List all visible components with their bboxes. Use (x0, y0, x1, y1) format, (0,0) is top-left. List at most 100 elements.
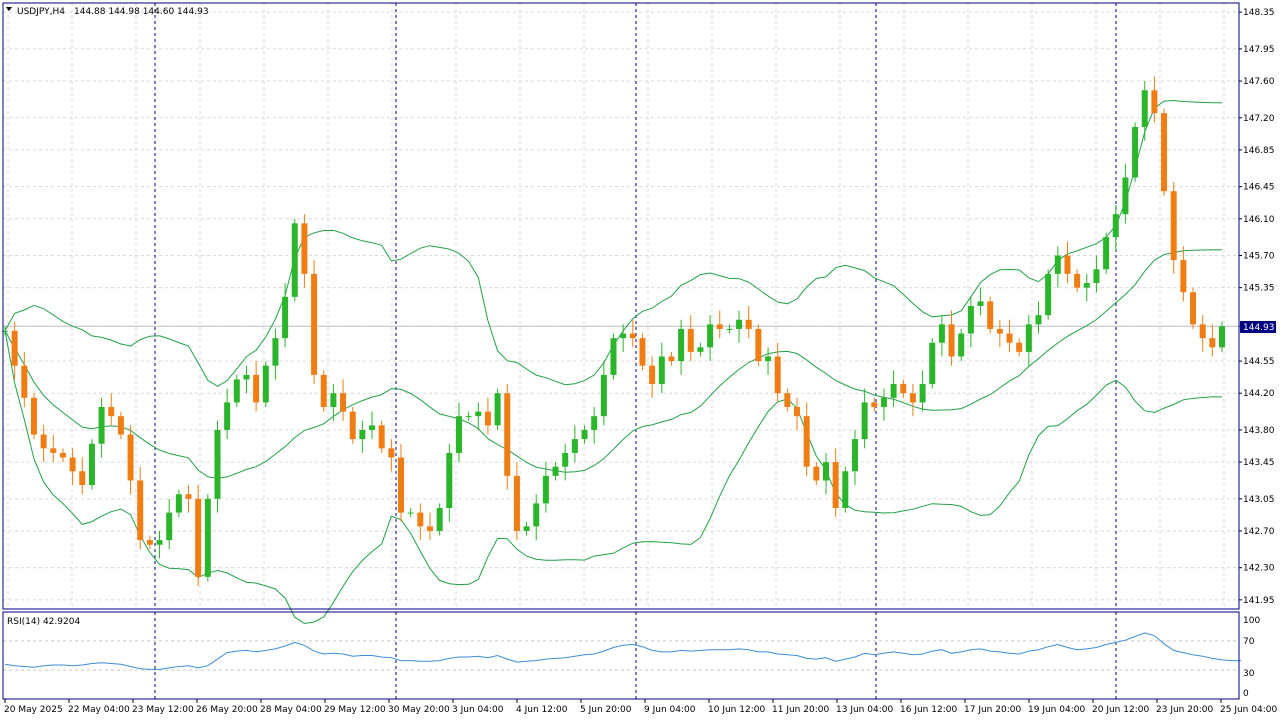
candle-down (417, 503, 424, 541)
candle-down (639, 333, 646, 371)
rsi-indicator (3, 632, 1242, 671)
candle-down (59, 448, 66, 463)
candle-up (552, 462, 559, 481)
candle-body (1209, 338, 1216, 348)
candle-down (1199, 315, 1206, 352)
candle-body (50, 448, 57, 453)
candle-down (649, 356, 656, 398)
candle-body (745, 319, 752, 329)
candle-body (1112, 214, 1119, 238)
candle-up (620, 324, 627, 352)
candle-body (803, 416, 810, 467)
candle-body (291, 223, 298, 297)
candle-body (1045, 273, 1052, 316)
candle-down (21, 351, 28, 407)
candle-body (610, 338, 617, 375)
candle-body (1122, 177, 1129, 215)
candle-body (832, 462, 839, 508)
candle-up (880, 388, 887, 421)
candle-down (996, 319, 1003, 348)
candle-body (1025, 324, 1032, 352)
candle-down (388, 439, 395, 472)
candle-up (214, 420, 221, 513)
candle-up (98, 397, 105, 458)
candle-down (784, 388, 791, 412)
candle-body (233, 379, 240, 403)
candle-body (639, 338, 646, 366)
rsi-level-0: 0 (1243, 689, 1249, 699)
time-tick-label: 23 May 12:00 (132, 705, 194, 715)
candle-down (1190, 287, 1197, 329)
candle-up (707, 315, 714, 362)
candle-down (832, 448, 839, 518)
candle-body (813, 466, 820, 481)
candle-up (523, 521, 530, 536)
time-tick-label: 25 Jun 04:00 (1220, 705, 1277, 715)
candle-up (291, 218, 298, 302)
candle-up (262, 361, 269, 407)
price-tick-label: 144.20 (1243, 389, 1275, 399)
candle-body (678, 328, 685, 362)
price-tick-label: 146.45 (1243, 183, 1275, 193)
candle-down (1151, 76, 1158, 123)
candle-body (494, 393, 501, 426)
price-tick-label: 142.70 (1243, 527, 1275, 537)
rsi-level-70: 70 (1243, 637, 1255, 647)
candle-up (967, 296, 974, 348)
candle-body (40, 434, 47, 449)
candle-up (204, 494, 211, 582)
candle-down (987, 296, 994, 334)
candle-up (494, 388, 501, 430)
candle-body (620, 333, 627, 339)
candle-body (958, 333, 965, 357)
candle-body (272, 338, 279, 366)
candle-up (581, 425, 588, 444)
time-tick-label: 20 Jun 12:00 (1092, 705, 1149, 715)
rsi-panel-frame (2, 611, 1240, 700)
candle-body (243, 374, 250, 380)
candle-body (794, 407, 801, 417)
price-tick-label: 142.30 (1243, 564, 1275, 574)
candle-down (378, 420, 385, 453)
candle-up (88, 439, 95, 490)
candle-up (330, 384, 337, 421)
price-tick-label: 147.60 (1243, 77, 1275, 87)
time-tick-label: 20 May 2025 (4, 705, 63, 715)
candle-up (697, 342, 704, 357)
candle-body (484, 411, 491, 426)
candle-down (320, 370, 327, 412)
time-tick-label: 23 Jun 20:00 (1156, 705, 1213, 715)
candle-body (861, 402, 868, 440)
candle-up (658, 342, 665, 394)
candle-body (890, 384, 897, 398)
time-tick-label: 22 May 04:00 (68, 705, 130, 715)
candle-down (398, 443, 405, 522)
candle-down (794, 397, 801, 430)
candle-body (562, 452, 569, 467)
candle-body (1190, 292, 1197, 325)
candle-body (504, 393, 511, 476)
candle-body (513, 475, 520, 531)
candle-up (369, 411, 376, 440)
candle-down (504, 384, 511, 490)
candle-body (697, 347, 704, 352)
symbol-dropdown-icon[interactable] (6, 7, 12, 11)
candle-body (533, 503, 540, 527)
candle-up (919, 370, 926, 412)
candle-down (108, 393, 115, 426)
candle-down (909, 384, 916, 417)
candle-up (600, 361, 607, 426)
candle-body (2, 330, 8, 332)
candle-body (523, 526, 530, 531)
time-tick-label: 10 Jun 12:00 (708, 705, 765, 715)
candle-body (146, 540, 153, 545)
price-tick-label: 144.55 (1243, 357, 1275, 367)
candle-body (301, 223, 308, 274)
candle-body (349, 411, 356, 440)
candle-body (475, 411, 482, 417)
candle-up (1103, 232, 1110, 274)
candle-body (417, 512, 424, 527)
candle-body (21, 365, 28, 398)
